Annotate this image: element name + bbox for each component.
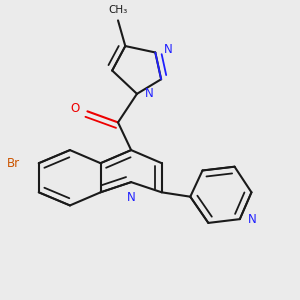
Text: Br: Br [7,157,20,170]
Text: N: N [164,43,172,56]
Text: CH₃: CH₃ [108,4,128,15]
Text: N: N [248,213,257,226]
Text: O: O [70,102,79,115]
Text: N: N [127,191,136,204]
Text: N: N [145,87,154,100]
